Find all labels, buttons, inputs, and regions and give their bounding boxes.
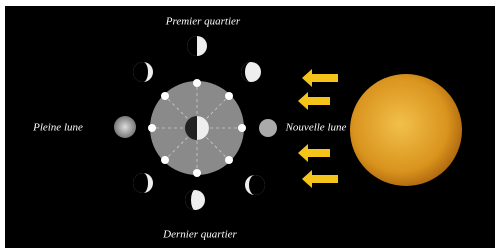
label-left: Pleine lune: [32, 122, 83, 134]
orbit: [148, 79, 246, 177]
moon-phases-diagram: Premier quartier Pleine lune Nouvelle lu…: [0, 0, 499, 248]
label-right: Nouvelle lune: [285, 122, 347, 134]
label-top: Premier quartier: [165, 16, 241, 28]
sun: [350, 74, 462, 186]
label-bottom: Dernier quartier: [162, 229, 237, 241]
